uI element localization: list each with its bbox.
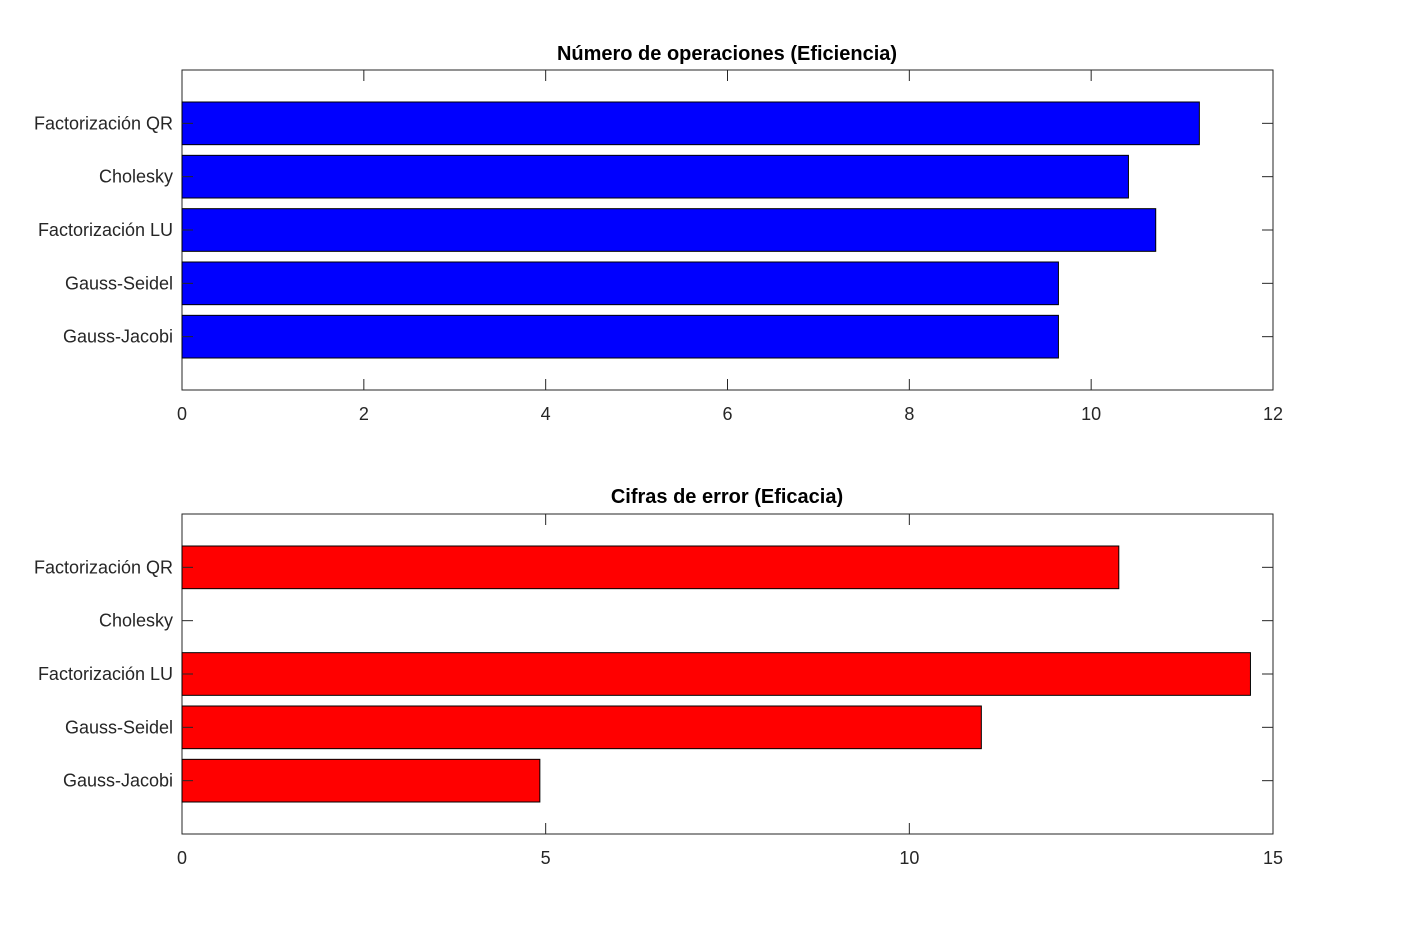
bar-operaciones-0: [181, 314, 1059, 359]
x-tick-label-operaciones-0: 0: [177, 404, 187, 424]
x-tick-label-operaciones-1: 2: [359, 404, 369, 424]
y-ticks-error: Gauss-Jacobi Gauss-Seidel Factorización LU…: [34, 557, 1273, 791]
x-tick-label-operaciones-3: 6: [722, 404, 732, 424]
y-tick-label-operaciones-1: Gauss-Seidel: [65, 273, 173, 293]
bar-error-1: [181, 705, 982, 750]
x-tick-label-operaciones-5: 10: [1081, 404, 1101, 424]
bars-operaciones: [181, 101, 1200, 359]
x-tick-label-operaciones-6: 12: [1263, 404, 1283, 424]
bar-operaciones-2: [181, 208, 1157, 252]
x-tick-label-error-3: 15: [1263, 848, 1283, 868]
y-tick-label-error-4: Factorización QR: [34, 557, 173, 577]
y-tick-label-operaciones-3: Cholesky: [99, 167, 173, 187]
x-tick-label-operaciones-2: 4: [541, 404, 551, 424]
x-ticks-operaciones: 0 2 4 6 8 10 12: [177, 70, 1283, 424]
bar-error-0: [181, 758, 541, 803]
bar-error-4: [181, 545, 1120, 590]
y-tick-label-error-2: Factorización LU: [38, 664, 173, 684]
y-ticks-operaciones: Gauss-Jacobi Gauss-Seidel Factorización LU…: [34, 113, 1273, 347]
y-tick-label-error-3: Cholesky: [99, 611, 173, 631]
chart-title-error: Cifras de error (Eficacia): [611, 486, 843, 508]
x-tick-label-operaciones-4: 8: [904, 404, 914, 424]
chart-operaciones: Número de operaciones (Eficiencia) 0 2 4 6 8…: [34, 43, 1283, 424]
x-tick-label-error-2: 10: [899, 848, 919, 868]
bar-operaciones-1: [181, 261, 1059, 306]
bars-error: [181, 545, 1251, 803]
bar-operaciones-3: [181, 154, 1129, 199]
y-tick-label-error-0: Gauss-Jacobi: [63, 771, 173, 791]
bar-operaciones-4: [181, 101, 1200, 146]
bar-error-2: [181, 652, 1251, 696]
x-ticks-error: 0 5 10 15: [177, 514, 1283, 868]
chart-error: Cifras de error (Eficacia) 0 5 10 15 Gauss-…: [34, 486, 1283, 868]
x-tick-label-error-0: 0: [177, 848, 187, 868]
chart-title-operaciones: Número de operaciones (Eficiencia): [557, 43, 897, 65]
y-tick-label-operaciones-0: Gauss-Jacobi: [63, 327, 173, 347]
x-tick-label-error-1: 5: [541, 848, 551, 868]
y-tick-label-operaciones-2: Factorización LU: [38, 220, 173, 240]
y-tick-label-error-1: Gauss-Seidel: [65, 717, 173, 737]
y-tick-label-operaciones-4: Factorización QR: [34, 113, 173, 133]
